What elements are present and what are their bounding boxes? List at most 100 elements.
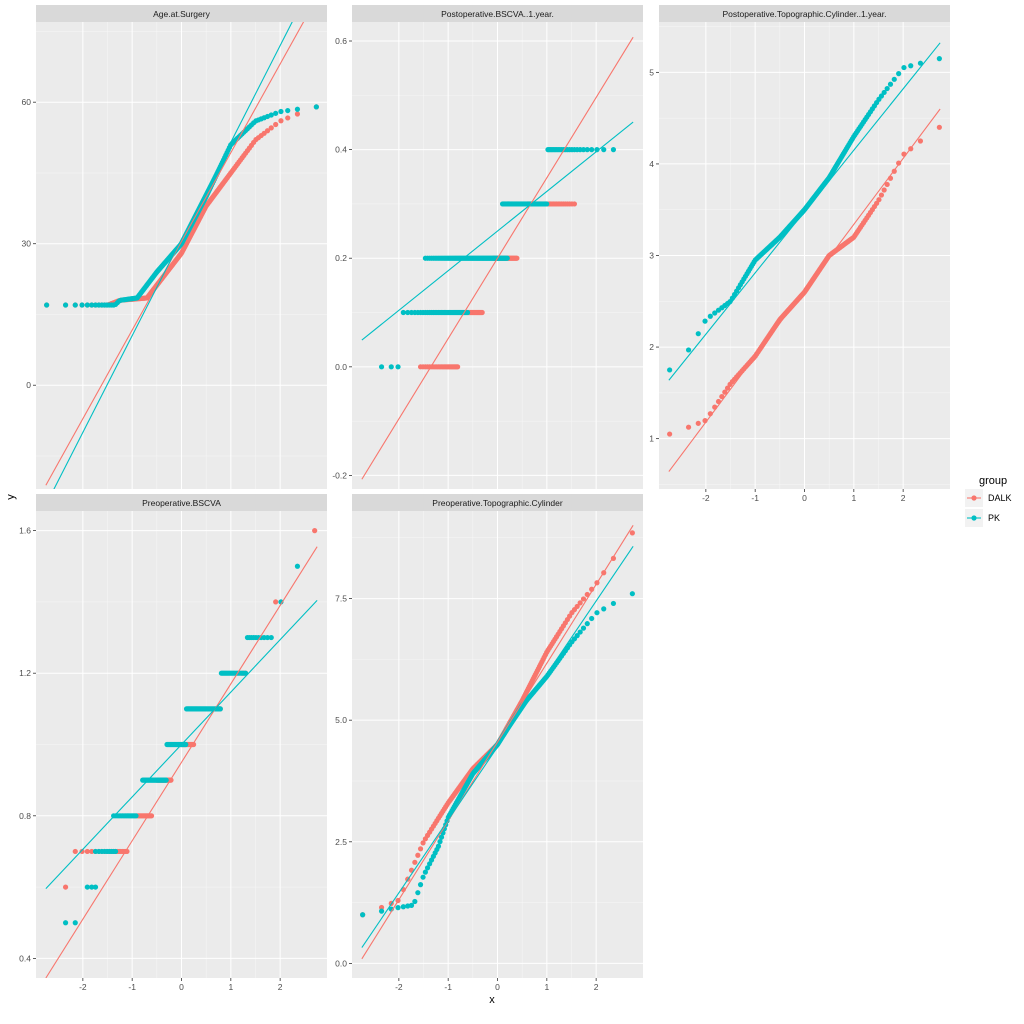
x-tick-label: -2 (79, 982, 87, 992)
qq-point (112, 848, 119, 855)
qq-point (594, 147, 600, 153)
facet-strip (352, 494, 643, 511)
y-tick-label: 0 (26, 380, 31, 390)
x-tick-label: -1 (751, 493, 759, 503)
facet-panel: Preoperative.BSCVA (36, 494, 327, 978)
qq-point (92, 884, 99, 890)
facet-title: Postoperative.Topographic.Cylinder..1.ye… (723, 9, 887, 19)
x-tick-label: -2 (395, 982, 403, 992)
gridlines (36, 22, 327, 489)
y-tick-label: 5 (649, 67, 654, 77)
qq-point (438, 834, 445, 840)
series-points-dalk (667, 124, 942, 437)
qq-point (412, 859, 418, 865)
qq-point (395, 905, 401, 911)
qq-point (285, 115, 291, 121)
x-tick-label: 0 (495, 982, 500, 992)
qq-point (878, 192, 885, 198)
qq-point (887, 81, 894, 87)
qq-point (435, 843, 442, 849)
qq-point (601, 606, 607, 612)
qq-point (268, 125, 274, 131)
y-tick-label: 1 (649, 434, 654, 444)
y-tick-label: 0.2 (335, 253, 347, 263)
qq-point (901, 64, 907, 71)
qq-point (908, 63, 914, 69)
gridlines (352, 22, 643, 489)
facet-title: Preoperative.Topographic.Cylinder (432, 498, 563, 508)
reference-line-dalk (668, 108, 941, 472)
qq-point (589, 147, 595, 153)
qq-point (89, 848, 95, 855)
qq-point (424, 865, 431, 871)
legend-point-dalk (971, 495, 977, 501)
series-points-pk (378, 147, 617, 370)
qq-point (388, 364, 394, 370)
qq-point (891, 76, 897, 82)
qq-point (629, 591, 635, 597)
reference-line-dalk (45, 546, 318, 978)
qq-point (695, 331, 701, 337)
qq-point (881, 89, 887, 96)
reference-line-dalk (45, 22, 305, 486)
qq-point (89, 302, 95, 308)
y-tick-label: 30 (22, 239, 32, 249)
qq-point (571, 201, 578, 207)
qq-point (294, 111, 301, 117)
qq-point (667, 367, 673, 373)
y-tick-label: 0.6 (335, 36, 347, 46)
qq-point (62, 302, 69, 308)
qq-point (183, 741, 189, 748)
qq-point (278, 118, 284, 124)
qq-point (72, 848, 78, 855)
qq-point (417, 846, 424, 852)
qq-point (400, 904, 406, 910)
qq-point (695, 420, 701, 426)
reference-line-dalk (361, 525, 634, 960)
qq-point (294, 563, 301, 569)
y-tick-label: 0.4 (335, 145, 347, 155)
qq-point (685, 424, 692, 430)
qq-point (264, 634, 271, 641)
qq-point (273, 121, 279, 128)
qq-point (719, 393, 725, 400)
qq-point (408, 902, 415, 908)
facet-strip (352, 5, 643, 22)
reference-line-dalk (361, 36, 634, 480)
facet-strip (659, 5, 950, 22)
qq-point (514, 255, 520, 261)
qq-point (395, 364, 401, 370)
qq-point (79, 302, 85, 308)
qq-point (577, 629, 583, 635)
qq-point (62, 920, 69, 926)
y-tick-label: 2 (649, 342, 654, 352)
qq-point (163, 777, 169, 783)
legend-title: group (979, 475, 1007, 487)
qq-point (400, 309, 406, 316)
qq-point (881, 187, 887, 193)
qq-point (62, 884, 69, 890)
qq-point (313, 104, 319, 110)
qq-point (601, 147, 607, 153)
facet-panel: Postoperative.Topographic.Cylinder..1.ye… (659, 5, 950, 489)
qq-point (610, 147, 617, 153)
qq-point (712, 310, 718, 316)
y-tick-label: 0.0 (335, 362, 347, 372)
qq-point (464, 309, 471, 316)
qq-point (273, 110, 279, 116)
qq-point (268, 634, 274, 641)
facet-strip (36, 494, 327, 511)
facet-panel: Preoperative.Topographic.Cylinder (352, 494, 643, 978)
qq-point (72, 920, 78, 926)
facet-title: Age.at.Surgery (153, 9, 210, 19)
qq-point (422, 869, 428, 875)
x-tick-label: 1 (544, 982, 549, 992)
qq-point (584, 147, 590, 153)
y-axis-ticks: 0 30 60 -0.2 0.0 0.2 0.4 0.6 1 2 3 4 5 0.4 0.8 1.2 1.6 0.… (19, 36, 659, 968)
qq-point (312, 528, 318, 534)
qq-point (412, 898, 418, 905)
gridlines (659, 22, 950, 489)
reference-line-pk (53, 22, 293, 489)
data-marks (361, 36, 634, 480)
